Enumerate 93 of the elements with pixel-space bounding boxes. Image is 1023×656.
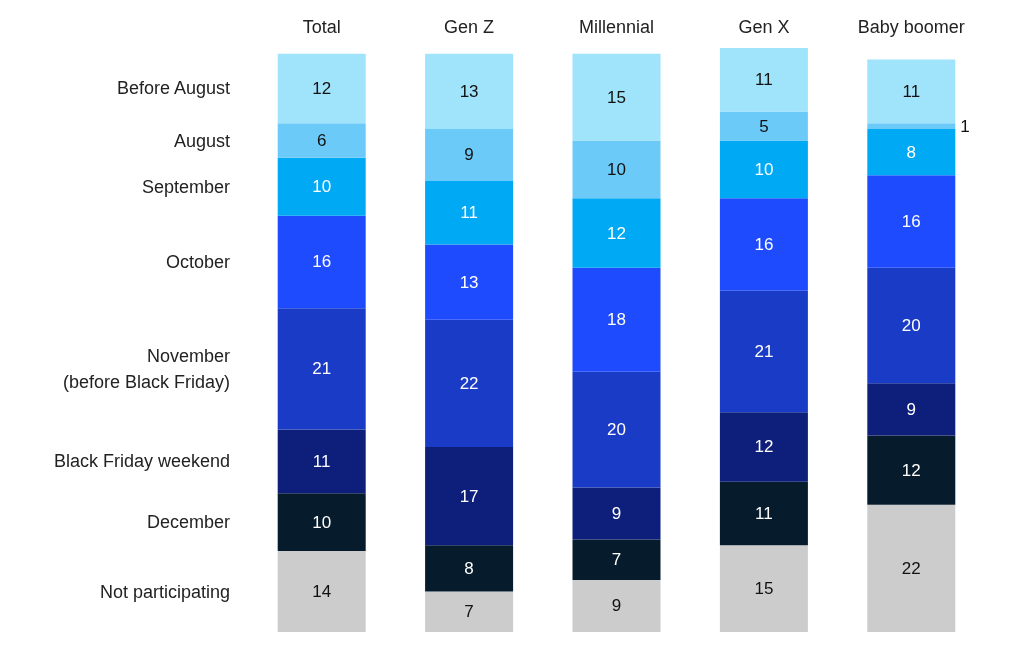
x-tick-label: Baby boomer [857, 17, 965, 37]
data-label: 11 [755, 503, 773, 523]
bar [867, 59, 956, 124]
data-label: 16 [901, 211, 921, 231]
bar [867, 435, 956, 505]
bar [572, 371, 661, 488]
bar [572, 487, 661, 540]
data-label: 9 [611, 503, 622, 523]
text: December [146, 512, 230, 533]
bar [572, 53, 661, 141]
data-label: 22 [459, 373, 479, 393]
bar [277, 53, 366, 124]
data-label: 12 [312, 78, 332, 98]
bar [867, 383, 956, 436]
bar [425, 545, 514, 592]
data-label: 17 [459, 486, 479, 506]
bar [277, 429, 366, 494]
data-label: 10 [312, 177, 332, 197]
bar [277, 157, 366, 216]
bar [572, 539, 661, 580]
x-tick-label: Total [302, 17, 341, 37]
data-label: 12 [607, 223, 626, 243]
bar [277, 551, 366, 632]
data-label: 15 [607, 87, 626, 107]
data-label: 8 [906, 142, 917, 162]
x-tick-label: Millennial [578, 17, 655, 37]
data-label: 13 [459, 81, 479, 101]
bar [719, 140, 808, 199]
bar [719, 481, 808, 546]
data-label: 20 [901, 316, 921, 336]
data-label: 12 [754, 437, 774, 457]
bar [867, 123, 956, 129]
bar [867, 128, 956, 176]
bar [277, 215, 366, 309]
bar [277, 123, 366, 158]
data-label: 11 [902, 81, 921, 101]
data-label: 12 [901, 460, 921, 480]
bar [719, 545, 808, 632]
data-label: 16 [754, 235, 774, 255]
bar [572, 198, 661, 268]
text: October [165, 251, 230, 272]
data-label: 15 [754, 579, 774, 599]
text: August [173, 130, 230, 151]
data-label: 9 [611, 596, 622, 616]
bar [425, 244, 514, 320]
data-label: 9 [464, 145, 474, 165]
data-label: 10 [754, 159, 774, 179]
text: Before August [116, 78, 230, 99]
bar [719, 48, 808, 112]
bar [867, 267, 956, 384]
data-label: 13 [459, 272, 479, 292]
data-label: 7 [611, 550, 622, 570]
bar [867, 504, 956, 632]
bar [425, 319, 514, 447]
bar [425, 53, 514, 129]
x-tick-label: Gen X [738, 17, 790, 37]
bar [719, 290, 808, 413]
data-label: 11 [312, 451, 331, 471]
data-label: 5 [759, 116, 769, 136]
data-label: 11 [755, 70, 773, 90]
bar [719, 111, 808, 141]
data-label: 7 [464, 602, 474, 622]
text: September [141, 176, 230, 197]
data-label: 9 [906, 399, 917, 419]
bar [719, 198, 808, 291]
data-label: 11 [460, 203, 478, 223]
data-label: 16 [312, 252, 332, 272]
data-label: 14 [312, 582, 332, 602]
data-label: 18 [607, 310, 626, 330]
text: November (before Black Friday) [62, 345, 230, 392]
bar [572, 267, 661, 372]
data-label: 1 [960, 116, 970, 136]
bar [719, 412, 808, 482]
bar [425, 446, 514, 546]
bar [425, 128, 514, 181]
data-label: 22 [901, 558, 921, 578]
bar [277, 308, 366, 430]
data-label: 21 [312, 359, 332, 379]
text: Black Friday weekend [53, 451, 230, 472]
bar [277, 493, 366, 552]
bar [425, 180, 514, 245]
x-tick-label: Gen Z [444, 17, 495, 37]
data-label: 21 [754, 342, 774, 362]
data-label: 10 [607, 159, 626, 179]
bar [572, 140, 661, 199]
data-label: 20 [607, 420, 626, 440]
data-label: 10 [312, 512, 332, 532]
bar [572, 579, 661, 632]
bar [425, 591, 514, 632]
data-label: 6 [316, 131, 327, 151]
bar [867, 175, 956, 268]
text: Not participating [99, 581, 230, 602]
data-label: 8 [464, 558, 474, 578]
